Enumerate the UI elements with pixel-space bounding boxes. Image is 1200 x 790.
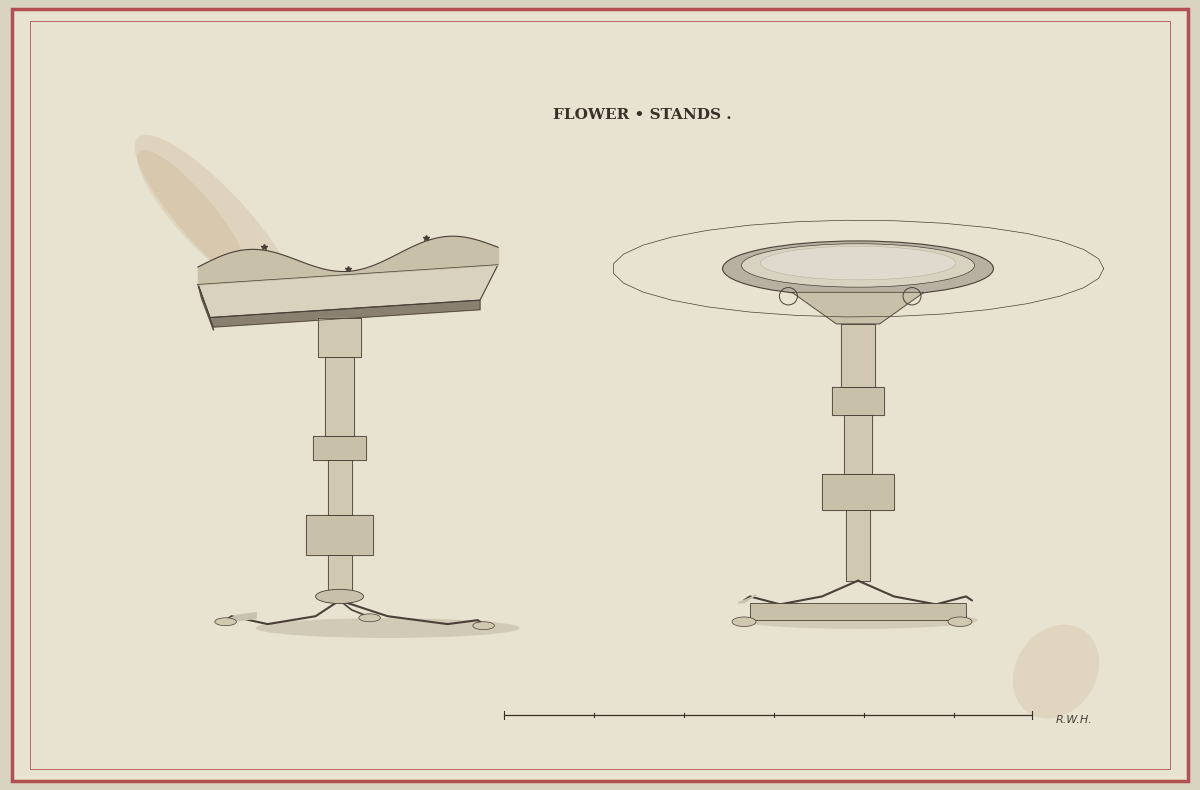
Ellipse shape — [738, 611, 978, 629]
Ellipse shape — [473, 622, 494, 630]
Polygon shape — [738, 595, 756, 603]
Polygon shape — [328, 460, 352, 515]
Ellipse shape — [732, 617, 756, 626]
Polygon shape — [313, 436, 366, 460]
Polygon shape — [844, 415, 872, 474]
Polygon shape — [832, 387, 884, 415]
Ellipse shape — [722, 241, 994, 296]
Ellipse shape — [137, 150, 247, 276]
Polygon shape — [841, 324, 875, 387]
Polygon shape — [792, 292, 924, 324]
Polygon shape — [210, 300, 480, 327]
Polygon shape — [198, 265, 498, 318]
Polygon shape — [318, 318, 361, 357]
Polygon shape — [325, 357, 354, 436]
FancyBboxPatch shape — [12, 9, 1188, 781]
Text: FLOWER • STANDS .: FLOWER • STANDS . — [553, 107, 731, 122]
Polygon shape — [846, 510, 870, 581]
Ellipse shape — [948, 617, 972, 626]
Ellipse shape — [256, 619, 520, 638]
Polygon shape — [822, 474, 894, 510]
Ellipse shape — [215, 618, 236, 626]
Ellipse shape — [1013, 625, 1099, 718]
Ellipse shape — [134, 135, 298, 307]
FancyBboxPatch shape — [750, 603, 966, 620]
Polygon shape — [306, 515, 373, 555]
FancyBboxPatch shape — [22, 16, 1178, 774]
Polygon shape — [198, 284, 214, 330]
Ellipse shape — [761, 246, 955, 280]
Ellipse shape — [742, 243, 974, 288]
Polygon shape — [328, 555, 352, 600]
Ellipse shape — [359, 614, 380, 622]
Text: R.W.H.: R.W.H. — [1056, 716, 1093, 725]
Ellipse shape — [316, 589, 364, 604]
